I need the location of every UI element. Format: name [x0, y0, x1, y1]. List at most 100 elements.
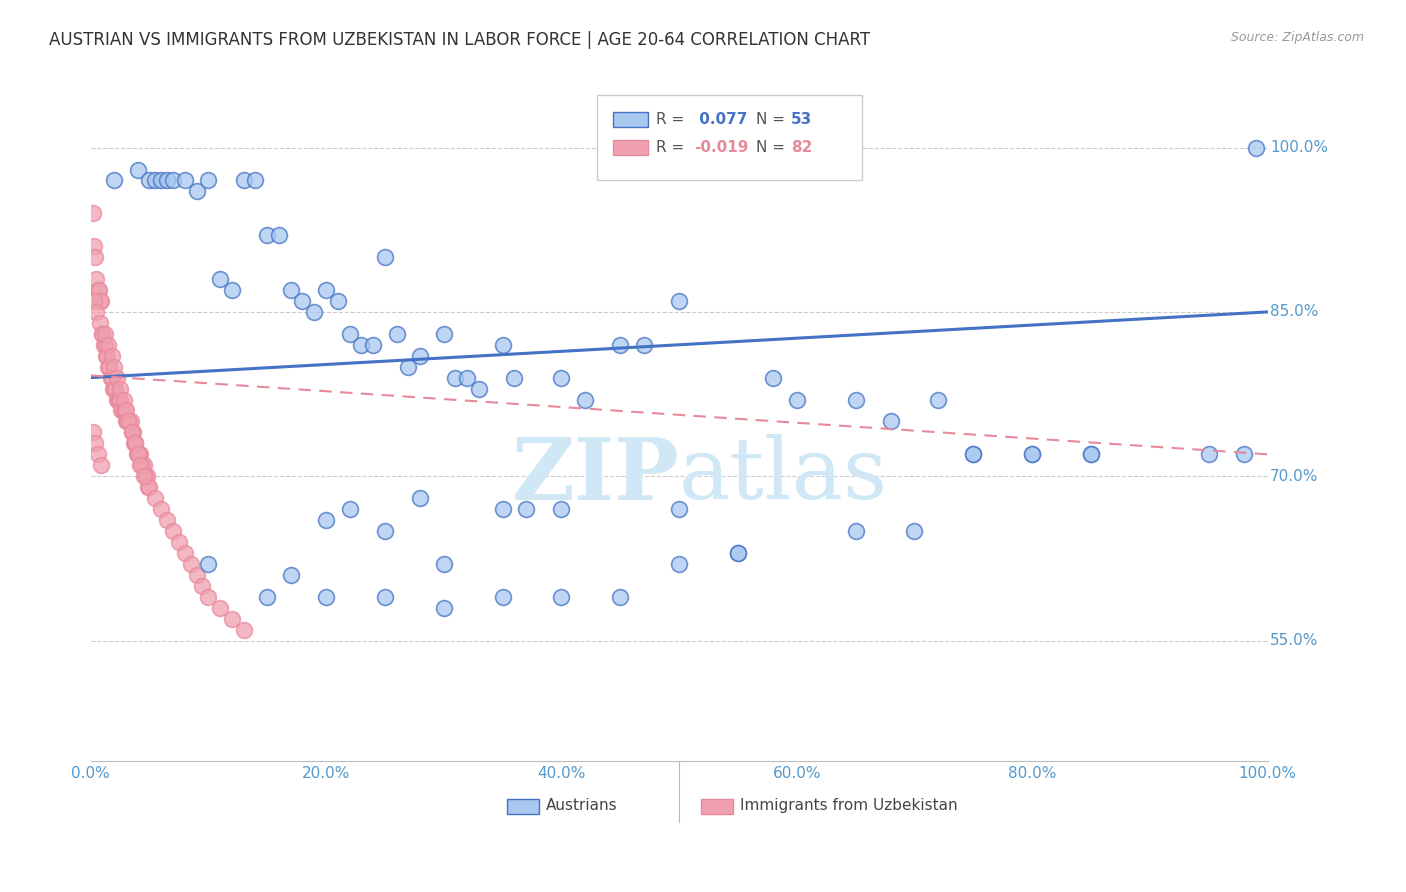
Point: [93, 326, 115, 341]
Point: [86, 272, 108, 286]
Text: ZIP: ZIP: [512, 434, 679, 517]
Point: [374, 590, 396, 604]
Point: [962, 447, 984, 461]
Point: [173, 546, 195, 560]
Point: [197, 173, 219, 187]
Point: [127, 162, 149, 177]
Point: [191, 579, 214, 593]
Point: [361, 338, 384, 352]
Point: [339, 326, 361, 341]
Point: [245, 173, 267, 187]
Point: [90, 293, 112, 308]
Point: [94, 349, 117, 363]
Point: [124, 436, 146, 450]
Point: [927, 392, 949, 407]
Point: [167, 535, 190, 549]
Point: [107, 392, 129, 407]
Point: [786, 392, 808, 407]
Point: [101, 382, 124, 396]
Point: [550, 502, 572, 516]
Point: [103, 173, 125, 187]
Point: [1244, 140, 1267, 154]
Point: [1198, 447, 1220, 461]
Point: [468, 382, 491, 396]
Point: [117, 414, 139, 428]
Point: [131, 458, 153, 473]
Point: [903, 524, 925, 538]
Text: Source: ZipAtlas.com: Source: ZipAtlas.com: [1230, 31, 1364, 45]
Point: [134, 469, 156, 483]
Point: [90, 458, 112, 473]
Point: [82, 425, 104, 440]
Point: [136, 480, 159, 494]
Point: [668, 557, 690, 571]
Text: N =: N =: [755, 140, 789, 155]
Point: [1021, 447, 1043, 461]
Point: [110, 403, 132, 417]
Point: [374, 524, 396, 538]
Point: [162, 173, 184, 187]
Point: [433, 326, 456, 341]
Point: [1080, 447, 1102, 461]
Point: [326, 293, 349, 308]
Point: [491, 502, 513, 516]
Point: [129, 458, 152, 473]
Point: [491, 338, 513, 352]
Point: [444, 370, 467, 384]
Point: [108, 382, 131, 396]
Text: N =: N =: [755, 112, 789, 127]
Text: atlas: atlas: [679, 434, 889, 517]
Point: [186, 567, 208, 582]
Point: [143, 173, 166, 187]
Point: [86, 447, 108, 461]
Point: [97, 338, 120, 352]
Point: [197, 590, 219, 604]
Point: [89, 293, 111, 308]
Point: [143, 491, 166, 505]
Text: 0.077: 0.077: [695, 112, 748, 127]
Point: [97, 359, 120, 374]
Point: [409, 349, 432, 363]
Point: [221, 283, 243, 297]
Point: [104, 382, 127, 396]
Point: [138, 173, 160, 187]
Point: [103, 359, 125, 374]
Point: [115, 403, 138, 417]
Text: 82: 82: [792, 140, 813, 155]
Point: [609, 338, 631, 352]
Point: [221, 611, 243, 625]
Text: Immigrants from Uzbekistan: Immigrants from Uzbekistan: [741, 798, 957, 814]
Point: [118, 414, 141, 428]
FancyBboxPatch shape: [596, 95, 862, 180]
Point: [456, 370, 478, 384]
FancyBboxPatch shape: [613, 140, 648, 155]
Point: [633, 338, 655, 352]
Point: [115, 414, 138, 428]
Text: 55.0%: 55.0%: [1270, 633, 1319, 648]
Point: [132, 458, 155, 473]
Point: [108, 392, 131, 407]
Point: [727, 546, 749, 560]
Point: [280, 283, 302, 297]
Point: [84, 436, 107, 450]
Point: [87, 283, 110, 297]
Point: [1021, 447, 1043, 461]
Point: [136, 469, 159, 483]
Point: [132, 469, 155, 483]
Point: [339, 502, 361, 516]
Point: [515, 502, 537, 516]
Point: [232, 173, 254, 187]
Point: [105, 370, 128, 384]
Point: [117, 414, 139, 428]
Point: [91, 326, 114, 341]
Point: [83, 293, 105, 308]
Point: [86, 305, 108, 319]
Text: -0.019: -0.019: [695, 140, 749, 155]
Point: [112, 392, 135, 407]
Point: [98, 359, 121, 374]
Point: [433, 600, 456, 615]
Point: [93, 338, 115, 352]
Point: [374, 250, 396, 264]
Point: [302, 305, 325, 319]
Point: [256, 590, 278, 604]
